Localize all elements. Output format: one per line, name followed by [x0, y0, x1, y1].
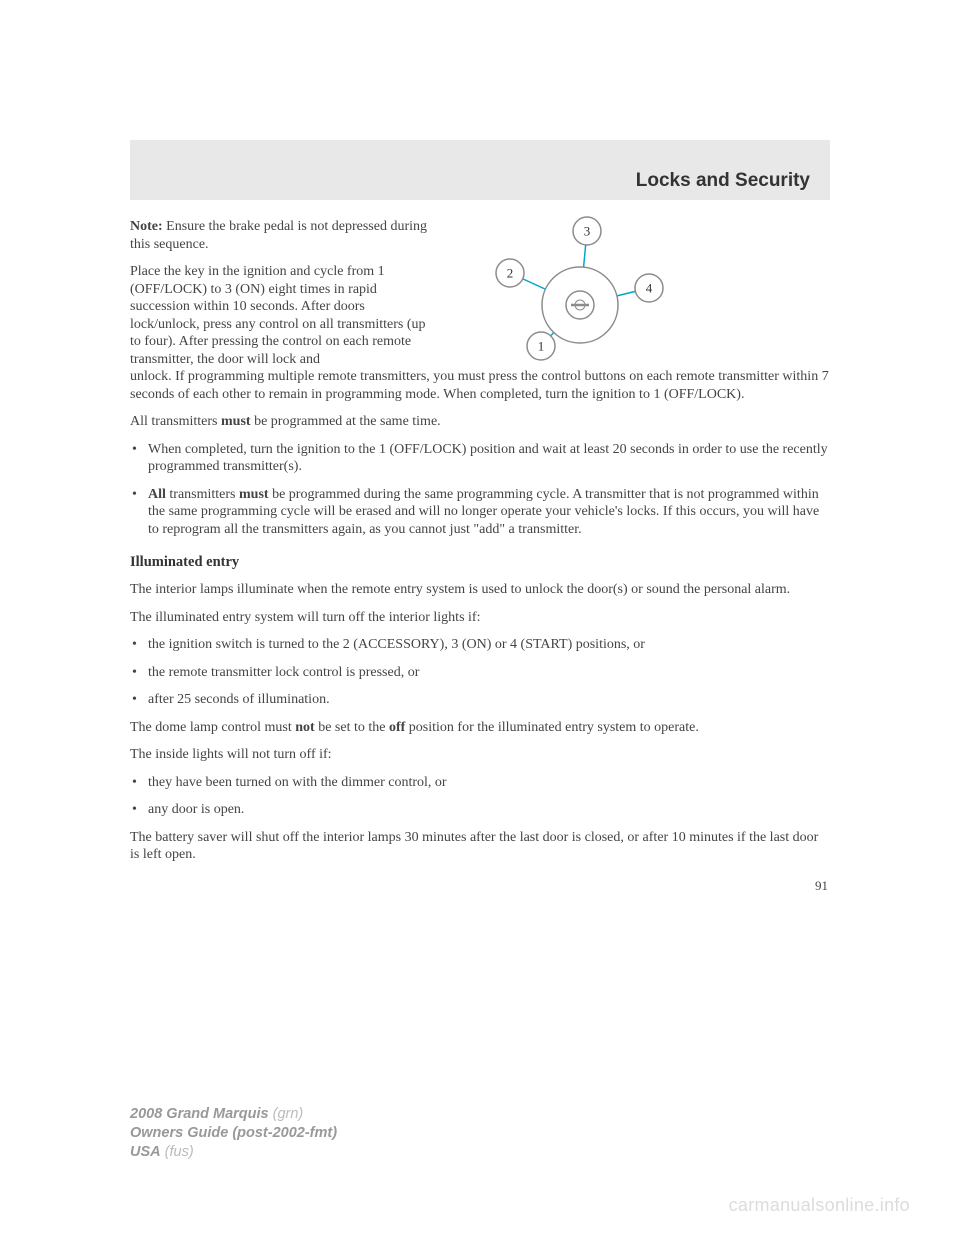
paragraph: All transmitters must be programmed at t…: [130, 413, 830, 431]
svg-text:1: 1: [538, 339, 545, 354]
list-item: any door is open.: [130, 801, 830, 819]
bullet-list: they have been turned on with the dimmer…: [130, 774, 830, 819]
paragraph: unlock. If programming multiple remote t…: [130, 368, 830, 403]
svg-text:2: 2: [507, 266, 514, 281]
svg-text:4: 4: [646, 281, 653, 296]
manual-page: Locks and Security 1 2 3 4 Note: Ensure the…: [0, 0, 960, 894]
bullet-list: the ignition switch is turned to the 2 (…: [130, 636, 830, 709]
text: be set to the: [315, 720, 389, 735]
list-item: they have been turned on with the dimmer…: [130, 774, 830, 792]
footer-code: (grn): [269, 1106, 304, 1122]
list-item: the remote transmitter lock control is p…: [130, 664, 830, 682]
text: be programmed at the same time.: [251, 414, 441, 429]
note-paragraph: Note: Ensure the brake pedal is not depr…: [130, 218, 435, 253]
header-band: Locks and Security: [130, 140, 830, 200]
bullet-list: When completed, turn the ignition to the…: [130, 441, 830, 539]
paragraph: Place the key in the ignition and cycle …: [130, 263, 435, 368]
paragraph: The illuminated entry system will turn o…: [130, 609, 830, 627]
text-bold: must: [221, 414, 251, 429]
text: transmitters: [166, 487, 239, 502]
footer-model: 2008 Grand Marquis: [130, 1106, 269, 1122]
section-title: Locks and Security: [636, 170, 810, 192]
page-number: 91: [130, 878, 830, 894]
list-item: after 25 seconds of illumination.: [130, 691, 830, 709]
list-item: All transmitters must be programmed duri…: [130, 486, 830, 539]
list-item: the ignition switch is turned to the 2 (…: [130, 636, 830, 654]
note-label: Note:: [130, 219, 163, 234]
text: The dome lamp control must: [130, 720, 295, 735]
text-bold: must: [239, 487, 269, 502]
text-bold: All: [148, 487, 166, 502]
text-bold: not: [295, 720, 314, 735]
svg-text:3: 3: [584, 224, 591, 239]
footer: 2008 Grand Marquis (grn) Owners Guide (p…: [130, 1105, 337, 1162]
footer-region: USA: [130, 1144, 161, 1160]
text: position for the illuminated entry syste…: [405, 720, 699, 735]
list-item: When completed, turn the ignition to the…: [130, 441, 830, 476]
watermark: carmanualsonline.info: [729, 1195, 910, 1216]
footer-guide: Owners Guide (post-2002-fmt): [130, 1125, 337, 1141]
note-text: Ensure the brake pedal is not depressed …: [130, 219, 427, 252]
paragraph: The dome lamp control must not be set to…: [130, 719, 830, 737]
paragraph: The inside lights will not turn off if:: [130, 746, 830, 764]
text: All transmitters: [130, 414, 221, 429]
ignition-diagram: 1 2 3 4: [485, 213, 675, 373]
paragraph: The interior lamps illuminate when the r…: [130, 581, 830, 599]
footer-code: (fus): [161, 1144, 194, 1160]
text-bold: off: [389, 720, 405, 735]
body: 1 2 3 4 Note: Ensure the brake pedal is not…: [130, 218, 830, 894]
subheading: Illuminated entry: [130, 554, 830, 571]
paragraph: The battery saver will shut off the inte…: [130, 829, 830, 864]
